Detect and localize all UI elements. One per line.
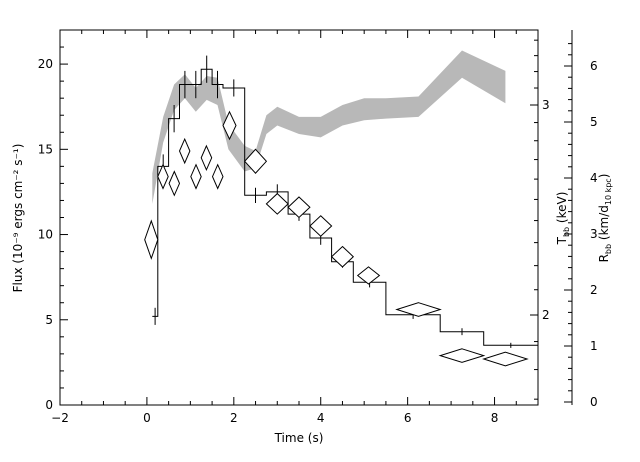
y-axis-title-radius: Rbb (km/d10 kpc): [597, 174, 613, 263]
radius-tick-label: 0: [590, 395, 598, 409]
radius-diamond: [356, 266, 381, 285]
flux-step-line: [152, 68, 538, 346]
x-tick-label: −2: [51, 411, 69, 425]
radius-diamond-layer: [144, 110, 529, 367]
y-axis-title-temperature: Tbb (keV): [555, 192, 571, 246]
radius-unit: (km/d: [597, 205, 611, 244]
radius-diamond: [178, 137, 191, 165]
x-tick-label: 2: [230, 411, 238, 425]
temperature-band-layer: [152, 50, 506, 204]
radius-tick-label: 6: [590, 59, 598, 73]
radius-unit-end: ): [597, 174, 611, 179]
y-tick-label: 20: [38, 57, 53, 71]
radius-diamond: [287, 196, 311, 219]
radius-subscript: bb: [604, 244, 613, 254]
radius-diamond: [157, 163, 169, 190]
radius-diamond: [211, 163, 224, 190]
radius-diamond: [168, 170, 181, 197]
radius-diamond: [200, 144, 213, 172]
radius-diamond: [222, 110, 237, 141]
radius-diamond: [190, 163, 202, 190]
radius-diamond: [438, 348, 486, 363]
y-tick-label: 10: [38, 228, 53, 242]
y-tick-label: 15: [38, 142, 53, 156]
radius-diamond: [330, 245, 355, 268]
x-axis-title: Time (s): [274, 431, 324, 445]
radius-diamond: [482, 351, 529, 367]
radius-diamond: [244, 148, 268, 174]
radius-diamond: [144, 219, 159, 260]
x-tick-label: 0: [143, 411, 151, 425]
radius-symbol: R: [597, 254, 611, 262]
radius-tick-label: 1: [590, 339, 598, 353]
y-tick-label: 0: [45, 398, 53, 412]
radius-unit-subscript: 10 kpc: [604, 178, 613, 205]
x-tick-label: 6: [404, 411, 412, 425]
radius-tick-label: 4: [590, 171, 598, 185]
y-tick-label: 5: [45, 313, 53, 327]
temperature-tick-label: 3: [542, 98, 550, 112]
radius-tick-label: 5: [590, 115, 598, 129]
radius-diamond: [395, 302, 442, 317]
temperature-unit: (keV): [555, 192, 569, 227]
radius-tick-label: 3: [590, 227, 598, 241]
radius-diamond: [265, 192, 289, 215]
radius-tick-label: 2: [590, 283, 598, 297]
x-tick-label: 8: [491, 411, 499, 425]
temperature-subscript: bb: [562, 227, 571, 237]
x-tick-label: 4: [317, 411, 325, 425]
temperature-symbol: T: [555, 236, 569, 245]
radius-diamond: [309, 215, 333, 237]
y-axis-title-left: Flux (10⁻⁹ ergs cm⁻² s⁻¹): [11, 144, 25, 293]
temperature-tick-label: 2: [542, 308, 550, 322]
temperature-band: [152, 50, 506, 204]
